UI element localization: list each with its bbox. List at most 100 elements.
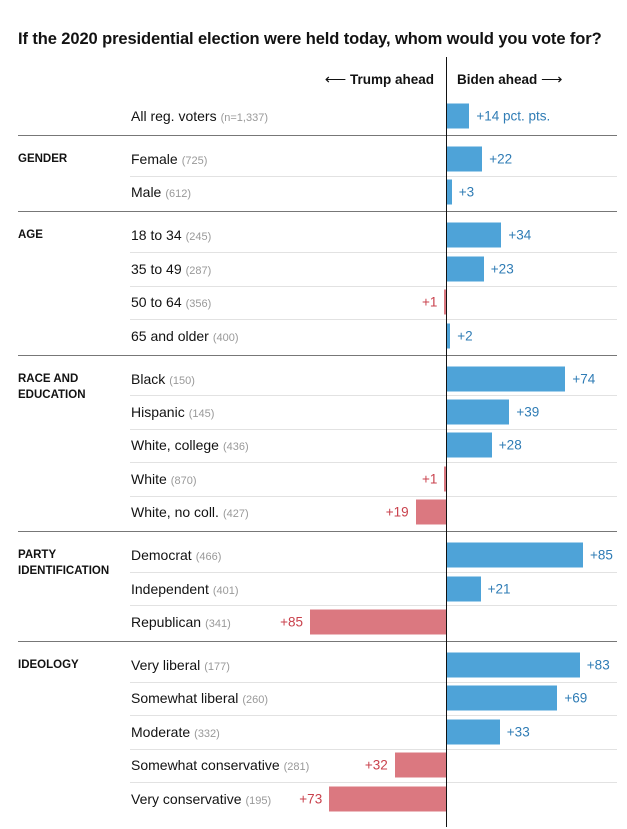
biden-ahead-label: Biden ahead ⟶ (457, 70, 563, 88)
trump-ahead-text: Trump ahead (349, 72, 434, 87)
row-label: Very liberal (177) (131, 657, 230, 673)
row-label-text: Moderate (131, 723, 191, 740)
row-label-text: 50 to 64 (131, 294, 182, 311)
row-separator (130, 175, 617, 177)
group-divider (18, 531, 617, 533)
row-label: 65 and older (400) (131, 328, 239, 344)
sample-size: (195) (245, 794, 272, 807)
row-label-text: Somewhat liberal (131, 690, 239, 707)
row-label: Moderate (332) (131, 724, 220, 740)
row-label: Independent (401) (131, 581, 239, 597)
row-label-text: White (131, 470, 167, 487)
row-label: Very conservative (195) (131, 791, 271, 807)
trump-margin-bar (444, 289, 446, 315)
biden-margin-bar (447, 103, 470, 129)
row-label-text: Hispanic (131, 404, 185, 420)
margin-value: +34 (508, 227, 532, 243)
margin-value: +1 (422, 294, 438, 310)
biden-margin-bar (447, 685, 558, 711)
sample-size: (436) (222, 441, 249, 454)
sample-size: (260) (242, 694, 269, 707)
margin-value: +69 (564, 690, 588, 706)
sample-size: (401) (212, 584, 239, 597)
group-label: IDEOLOGY (18, 659, 79, 671)
sample-size: (287) (185, 264, 212, 277)
row-separator (130, 681, 617, 683)
row-label-text: White, no coll. (131, 504, 219, 521)
sample-size: (356) (185, 298, 212, 311)
group-label: AGE (18, 229, 43, 242)
margin-value: +19 (385, 504, 409, 520)
margin-value: +14 pct. pts. (476, 108, 551, 124)
chart-title: If the 2020 presidential election were h… (18, 30, 602, 48)
row-label: Somewhat liberal (260) (131, 690, 268, 706)
biden-margin-bar (447, 719, 500, 745)
biden-margin-bar (447, 256, 484, 282)
left-arrow-icon: ⟵ (324, 71, 347, 88)
row-label: Republican (341) (131, 614, 231, 630)
row-separator (130, 318, 617, 320)
biden-margin-bar (447, 179, 452, 205)
margin-value: +85 (280, 614, 303, 630)
row-separator (130, 715, 617, 717)
sample-size: (612) (165, 188, 192, 201)
sample-size: (725) (181, 155, 208, 167)
margin-value: +74 (572, 371, 596, 387)
row-separator (130, 748, 617, 750)
row-label: Male (612) (131, 184, 191, 200)
trump-ahead-label: ⟵ Trump ahead (325, 70, 434, 88)
margin-value: +23 (490, 261, 514, 277)
group-divider (18, 135, 617, 136)
row-separator (130, 781, 617, 783)
margin-value: +39 (516, 404, 540, 420)
biden-margin-bar (447, 399, 510, 425)
row-label-text: Very conservative (131, 790, 242, 807)
margin-value: +3 (458, 184, 475, 200)
row-label: White, no coll. (427) (131, 504, 249, 520)
row-label-text: 65 and older (131, 327, 209, 344)
sample-size: (427) (222, 508, 249, 521)
row-separator (130, 395, 617, 397)
biden-margin-bar (447, 366, 566, 392)
biden-margin-bar (447, 222, 502, 248)
sample-size: (145) (188, 408, 215, 420)
biden-margin-bar (447, 542, 583, 568)
row-separator (130, 428, 617, 430)
row-separator (130, 571, 617, 573)
margin-value: +83 (586, 657, 610, 673)
group-divider (18, 211, 617, 213)
sample-size: (150) (169, 374, 195, 387)
margin-value: +21 (487, 581, 511, 597)
zero-axis-line (446, 57, 447, 827)
group-divider (18, 354, 617, 356)
row-label-text: 18 to 34 (131, 227, 182, 244)
row-separator (130, 252, 617, 254)
biden-margin-bar (447, 652, 580, 678)
trump-margin-bar (444, 466, 446, 492)
trump-margin-bar (394, 752, 446, 778)
sample-size: (341) (205, 618, 231, 630)
biden-margin-bar (447, 323, 451, 349)
group-label: GENDER (18, 153, 68, 165)
sample-size: (177) (204, 661, 230, 673)
sample-size: (332) (194, 727, 220, 740)
sample-size: (466) (195, 551, 222, 564)
sample-size: (n=1,337) (220, 112, 268, 124)
trump-margin-bar (310, 609, 446, 635)
row-separator (130, 495, 617, 497)
row-label: White (870) (131, 471, 196, 487)
row-label-text: Black (131, 370, 166, 387)
biden-ahead-text: Biden ahead (457, 72, 538, 87)
margin-value: +32 (364, 757, 388, 773)
group-label: RACE AND EDUCATION (18, 372, 86, 401)
row-label: Female (725) (131, 151, 207, 167)
margin-value: +73 (299, 791, 323, 807)
biden-margin-bar (447, 576, 481, 602)
biden-margin-bar (447, 432, 492, 458)
row-label: Somewhat conservative (281) (131, 757, 309, 773)
row-label-text: Male (131, 184, 162, 201)
row-label: Black (150) (131, 371, 195, 387)
sample-size: (245) (185, 231, 212, 244)
row-label: 50 to 64 (356) (131, 294, 211, 310)
row-label-text: Somewhat conservative (131, 757, 280, 774)
